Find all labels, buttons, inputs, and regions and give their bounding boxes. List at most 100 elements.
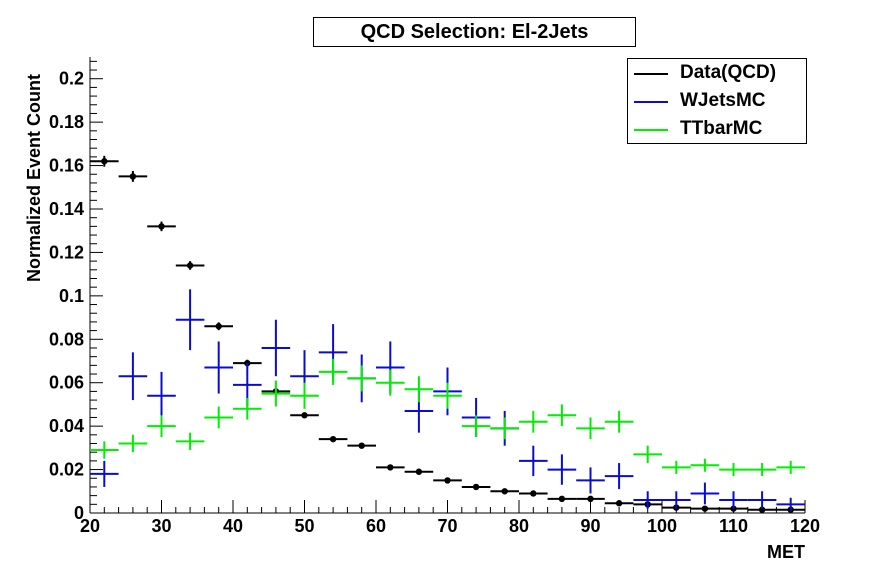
x-tick-label: 110 <box>719 516 748 536</box>
marker-dot <box>301 412 308 419</box>
x-tick-label: 40 <box>223 516 243 536</box>
data-point-ttbar <box>118 434 148 453</box>
marker-dot <box>444 477 451 484</box>
y-tick-label: 0.16 <box>49 156 84 176</box>
y-tick-label: 0.18 <box>49 112 84 132</box>
chart-title-text: QCD Selection: El-2Jets <box>360 20 589 43</box>
data-point-wjets <box>519 445 548 477</box>
data-point-data <box>604 500 634 507</box>
marker-dot <box>101 158 108 165</box>
x-tick-label: 50 <box>294 516 314 536</box>
x-tick-label: 60 <box>366 516 386 536</box>
data-point-data <box>576 495 605 503</box>
marker-dot <box>615 500 623 507</box>
y-tick-label: 0.08 <box>49 329 84 349</box>
legend-entry-data: Data(QCD) <box>628 61 806 85</box>
data-point-wjets <box>776 497 805 511</box>
data-point-data <box>519 490 548 497</box>
data-point-data <box>690 505 720 512</box>
marker-dot <box>358 442 365 449</box>
legend-label-data: Data(QCD) <box>680 62 777 83</box>
data-point-data <box>175 261 205 270</box>
marker-dot <box>186 262 194 269</box>
y-tick-label: 0 <box>74 503 84 523</box>
data-point-wjets <box>261 319 291 377</box>
data-point-wjets <box>147 371 176 420</box>
series-ttbar <box>90 358 805 477</box>
data-point-data <box>118 171 148 182</box>
data-point-data <box>490 488 519 495</box>
data-point-wjets <box>175 289 205 351</box>
y-axis-title: Normalized Event Count <box>24 74 44 282</box>
data-point-wjets <box>747 491 777 509</box>
chart-title: QCD Selection: El-2Jets <box>313 17 636 47</box>
x-tick-label: 70 <box>437 516 457 536</box>
data-point-data <box>461 483 491 491</box>
data-point-ttbar <box>376 369 405 396</box>
data-point-ttbar <box>175 432 205 451</box>
data-point-data <box>204 322 233 331</box>
data-point-ttbar <box>261 380 291 407</box>
marker-dot <box>129 173 137 180</box>
marker-dot <box>701 505 709 512</box>
data-point-ttbar <box>490 417 519 440</box>
data-point-wjets <box>719 491 748 509</box>
marker-dot <box>387 464 394 471</box>
y-tick-label: 0.02 <box>49 460 84 480</box>
data-point-ttbar <box>461 415 491 437</box>
x-tick-label: 80 <box>509 516 529 536</box>
data-point-data <box>433 477 462 484</box>
x-tick-label: 90 <box>580 516 600 536</box>
x-tick-label: 30 <box>151 516 171 536</box>
data-point-ttbar <box>633 445 662 464</box>
legend-entry-ttbar: TTbarMC <box>628 117 806 141</box>
marker-dot <box>758 506 766 513</box>
data-point-ttbar <box>776 460 805 474</box>
chart-marks <box>90 155 805 513</box>
marker-dot <box>329 435 337 443</box>
data-point-ttbar <box>204 406 233 429</box>
data-point-ttbar <box>233 397 262 420</box>
legend-swatch-ttbar <box>634 129 668 131</box>
legend: Data(QCD) WJetsMC TTbarMC <box>627 58 807 144</box>
data-point-wjets <box>118 352 148 401</box>
data-point-ttbar <box>576 417 605 440</box>
marker-dot <box>501 488 508 495</box>
marker-dot <box>472 483 480 491</box>
data-point-ttbar <box>90 441 119 459</box>
data-point-data <box>747 506 777 513</box>
y-tick-label: 0.2 <box>59 69 84 89</box>
legend-label-wjets: WJetsMC <box>680 90 766 111</box>
data-point-ttbar <box>290 382 319 409</box>
data-point-wjets <box>204 341 233 394</box>
data-point-wjets <box>547 454 577 485</box>
legend-swatch-wjets <box>634 101 668 103</box>
axes: 20 30 40 50 60 70 80 90 100 110 120 0 0.02 0.04 0.06 0.… <box>49 57 820 536</box>
marker-dot <box>587 495 594 503</box>
marker-dot <box>215 323 222 330</box>
data-point-ttbar <box>318 358 348 385</box>
marker-dot <box>530 490 537 497</box>
data-point-ttbar <box>347 365 376 392</box>
marker-dot <box>244 359 251 367</box>
y-tick-label: 0.1 <box>59 286 84 306</box>
data-point-ttbar <box>690 458 720 472</box>
x-tick-label: 100 <box>647 516 677 536</box>
y-tick-label: 0.06 <box>49 373 84 393</box>
data-point-ttbar <box>662 460 691 474</box>
data-point-wjets <box>90 460 119 487</box>
marker-dot <box>158 223 165 230</box>
legend-swatch-data <box>634 73 668 75</box>
y-tick-label: 0.14 <box>49 199 84 219</box>
data-point-ttbar <box>519 410 548 433</box>
data-point-ttbar <box>147 415 176 437</box>
data-point-data <box>290 412 319 419</box>
data-point-data <box>376 464 405 471</box>
data-point-wjets <box>604 463 634 490</box>
y-tick-label: 0.12 <box>49 242 84 262</box>
data-point-ttbar <box>547 404 577 427</box>
x-tick-label: 20 <box>80 516 100 536</box>
x-tick-label: 120 <box>790 516 820 536</box>
data-point-data <box>90 155 119 167</box>
